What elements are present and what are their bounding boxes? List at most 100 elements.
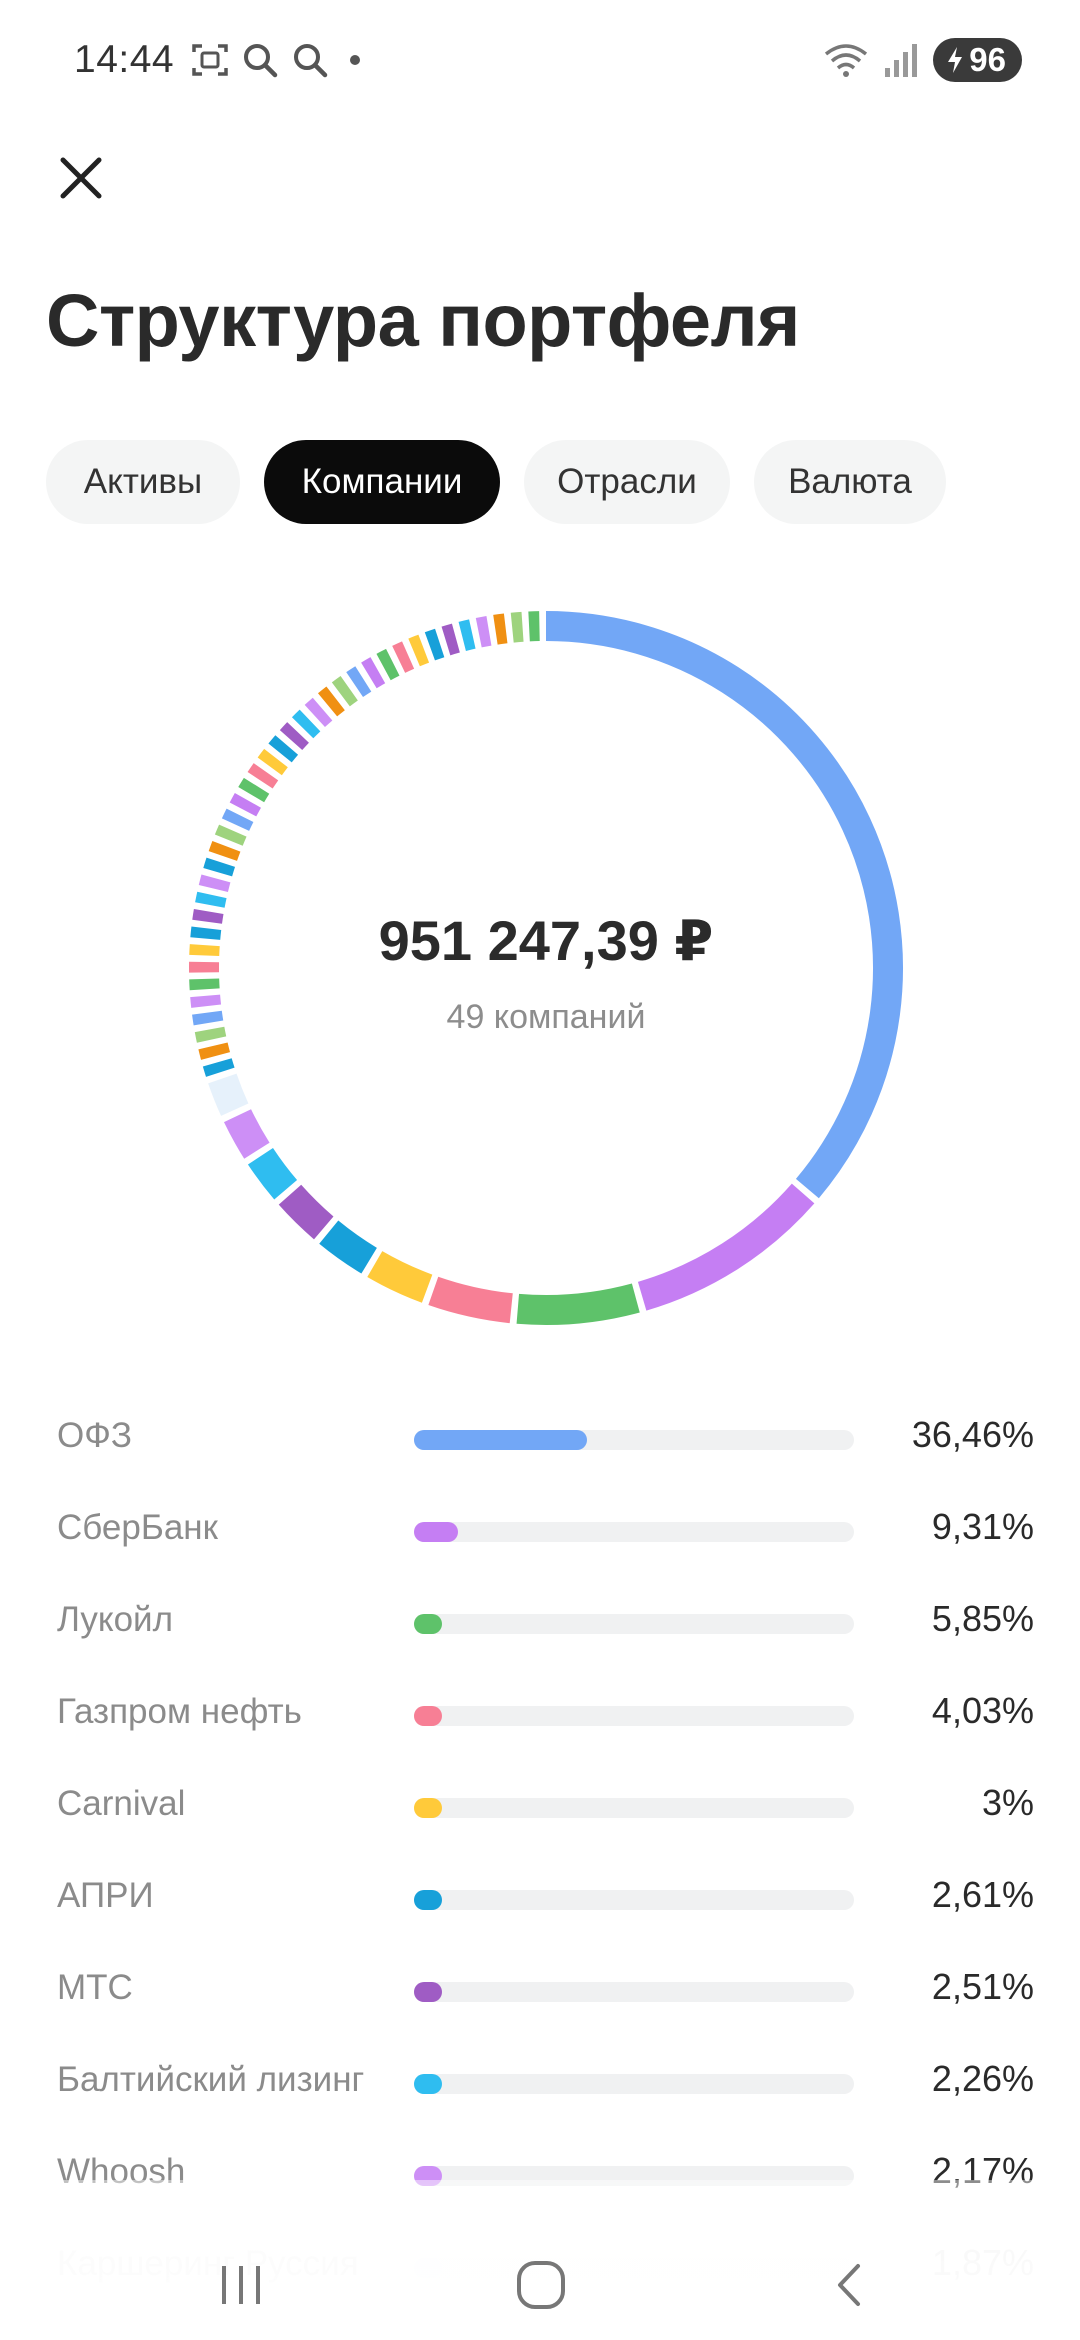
donut-segment[interactable] xyxy=(458,619,476,651)
donut-segment[interactable] xyxy=(493,613,508,645)
charging-icon xyxy=(948,47,963,73)
tab-currency[interactable]: Валюта xyxy=(754,440,946,524)
donut-segment[interactable] xyxy=(319,1220,378,1274)
dot-icon xyxy=(350,55,360,65)
donut-segment[interactable] xyxy=(221,808,254,831)
donut-segment[interactable] xyxy=(190,926,222,940)
donut-segment[interactable] xyxy=(189,944,220,957)
donut-segment[interactable] xyxy=(475,616,492,648)
share-bar-fill xyxy=(414,1522,458,1542)
tab-industries[interactable]: Отрасли xyxy=(524,440,730,524)
donut-segment[interactable] xyxy=(247,763,279,789)
share-bar-fill xyxy=(414,1614,442,1634)
donut-chart: 951 247,39 ₽ 49 компаний xyxy=(186,608,906,1328)
share-bar-track xyxy=(414,1430,854,1450)
donut-segment[interactable] xyxy=(278,1184,334,1240)
donut-segment[interactable] xyxy=(408,634,430,667)
donut-segment[interactable] xyxy=(291,709,321,739)
list-item[interactable]: АПРИ 2,61% xyxy=(0,1854,1080,1946)
recent-apps-button[interactable] xyxy=(196,2240,286,2330)
donut-segment[interactable] xyxy=(516,1283,640,1325)
donut-segment[interactable] xyxy=(510,611,524,643)
close-button[interactable] xyxy=(48,145,114,211)
nav-fade-overlay xyxy=(0,2180,1080,2340)
company-share: 2,26% xyxy=(931,2058,1034,2099)
list-item[interactable]: ОФЗ 36,46% xyxy=(0,1394,1080,1486)
donut-segment[interactable] xyxy=(441,623,460,656)
companies-count: 49 компаний xyxy=(446,998,646,1036)
portfolio-total: 951 247,39 ₽ xyxy=(378,909,714,972)
list-item[interactable]: Carnival 3% xyxy=(0,1762,1080,1854)
list-item[interactable]: МТС 2,51% xyxy=(0,1946,1080,2038)
list-item[interactable]: СберБанк 9,31% xyxy=(0,1486,1080,1578)
home-button[interactable] xyxy=(496,2240,586,2330)
list-item[interactable]: Балтийский лизинг 2,26% xyxy=(0,2038,1080,2130)
share-bar-fill xyxy=(414,1982,442,2002)
page-title: Структура портфеля xyxy=(46,279,800,362)
wifi-icon xyxy=(825,44,868,77)
company-name: ОФЗ xyxy=(57,1416,132,1455)
donut-segment[interactable] xyxy=(202,1058,235,1077)
donut-segment[interactable] xyxy=(637,1183,815,1311)
donut-segment[interactable] xyxy=(229,792,262,817)
company-name: Балтийский лизинг xyxy=(57,2060,365,2099)
company-name: Carnival xyxy=(57,1784,186,1823)
donut-segment[interactable] xyxy=(208,840,241,861)
donut-segment[interactable] xyxy=(346,666,372,698)
share-bar-track xyxy=(414,1890,854,1910)
status-icons-left xyxy=(190,40,370,80)
share-bar-fill xyxy=(414,1430,587,1450)
search-icon xyxy=(294,44,328,78)
company-name: МТС xyxy=(57,1968,133,2007)
company-share: 5,85% xyxy=(931,1598,1034,1639)
donut-segment[interactable] xyxy=(214,824,247,846)
search-icon xyxy=(244,44,278,78)
donut-segment[interactable] xyxy=(198,874,231,893)
donut-segment[interactable] xyxy=(190,994,222,1008)
donut-segment[interactable] xyxy=(257,748,288,776)
donut-segment[interactable] xyxy=(192,909,224,924)
company-share: 9,31% xyxy=(931,1506,1034,1547)
list-item[interactable]: Газпром нефть 4,03% xyxy=(0,1670,1080,1762)
share-bar-fill xyxy=(414,1706,442,1726)
donut-segment[interactable] xyxy=(194,1026,227,1043)
donut-segment[interactable] xyxy=(428,1276,513,1324)
status-icons-right: 96 xyxy=(823,38,1022,82)
status-bar: 14:44 xyxy=(0,0,1080,124)
company-name: Газпром нефть xyxy=(57,1692,302,1731)
back-button[interactable] xyxy=(806,2240,896,2330)
donut-segment[interactable] xyxy=(238,777,270,803)
battery-level: 96 xyxy=(969,41,1006,78)
recent-apps-icon xyxy=(222,2266,260,2304)
donut-segment[interactable] xyxy=(392,641,415,673)
share-bar-track xyxy=(414,1706,854,1726)
donut-segment[interactable] xyxy=(192,1010,224,1026)
donut-segment[interactable] xyxy=(361,657,386,689)
donut-segment[interactable] xyxy=(208,1073,249,1116)
share-bar-fill xyxy=(414,1890,442,1910)
donut-segment[interactable] xyxy=(424,628,445,661)
donut-svg xyxy=(189,611,903,1325)
company-share: 2,51% xyxy=(931,1966,1034,2007)
company-share: 3% xyxy=(981,1782,1034,1823)
share-bar-track xyxy=(414,1798,854,1818)
donut-segment[interactable] xyxy=(304,697,333,728)
donut-segment[interactable] xyxy=(203,857,236,877)
donut-segment[interactable] xyxy=(317,686,345,717)
tab-companies[interactable]: Компании xyxy=(264,440,500,524)
donut-segment[interactable] xyxy=(376,648,400,681)
donut-segment[interactable] xyxy=(247,1147,298,1200)
home-icon xyxy=(517,2261,565,2309)
close-icon xyxy=(60,157,102,199)
donut-segment[interactable] xyxy=(331,676,358,707)
tab-assets[interactable]: Активы xyxy=(46,440,240,524)
list-item[interactable]: Лукойл 5,85% xyxy=(0,1578,1080,1670)
donut-segment[interactable] xyxy=(545,611,903,1199)
donut-segment[interactable] xyxy=(195,891,227,908)
donut-segment[interactable] xyxy=(279,722,309,751)
screenshot-icon xyxy=(192,44,228,76)
donut-segment[interactable] xyxy=(367,1250,433,1303)
donut-segment[interactable] xyxy=(223,1109,270,1159)
donut-segment[interactable] xyxy=(268,735,299,763)
donut-segment[interactable] xyxy=(198,1042,231,1060)
